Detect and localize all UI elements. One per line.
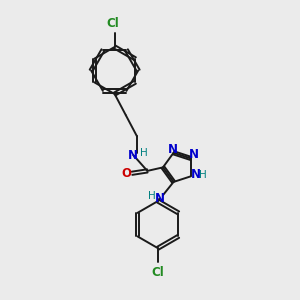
Text: N: N [191, 168, 201, 182]
Text: N: N [189, 148, 199, 161]
Text: O: O [122, 167, 132, 180]
Text: N: N [168, 143, 178, 156]
Text: H: H [199, 170, 207, 180]
Text: N: N [154, 192, 164, 205]
Text: H: H [148, 191, 156, 201]
Text: H: H [140, 148, 147, 158]
Text: Cl: Cl [106, 17, 119, 31]
Text: N: N [128, 148, 138, 161]
Text: Cl: Cl [152, 266, 164, 279]
